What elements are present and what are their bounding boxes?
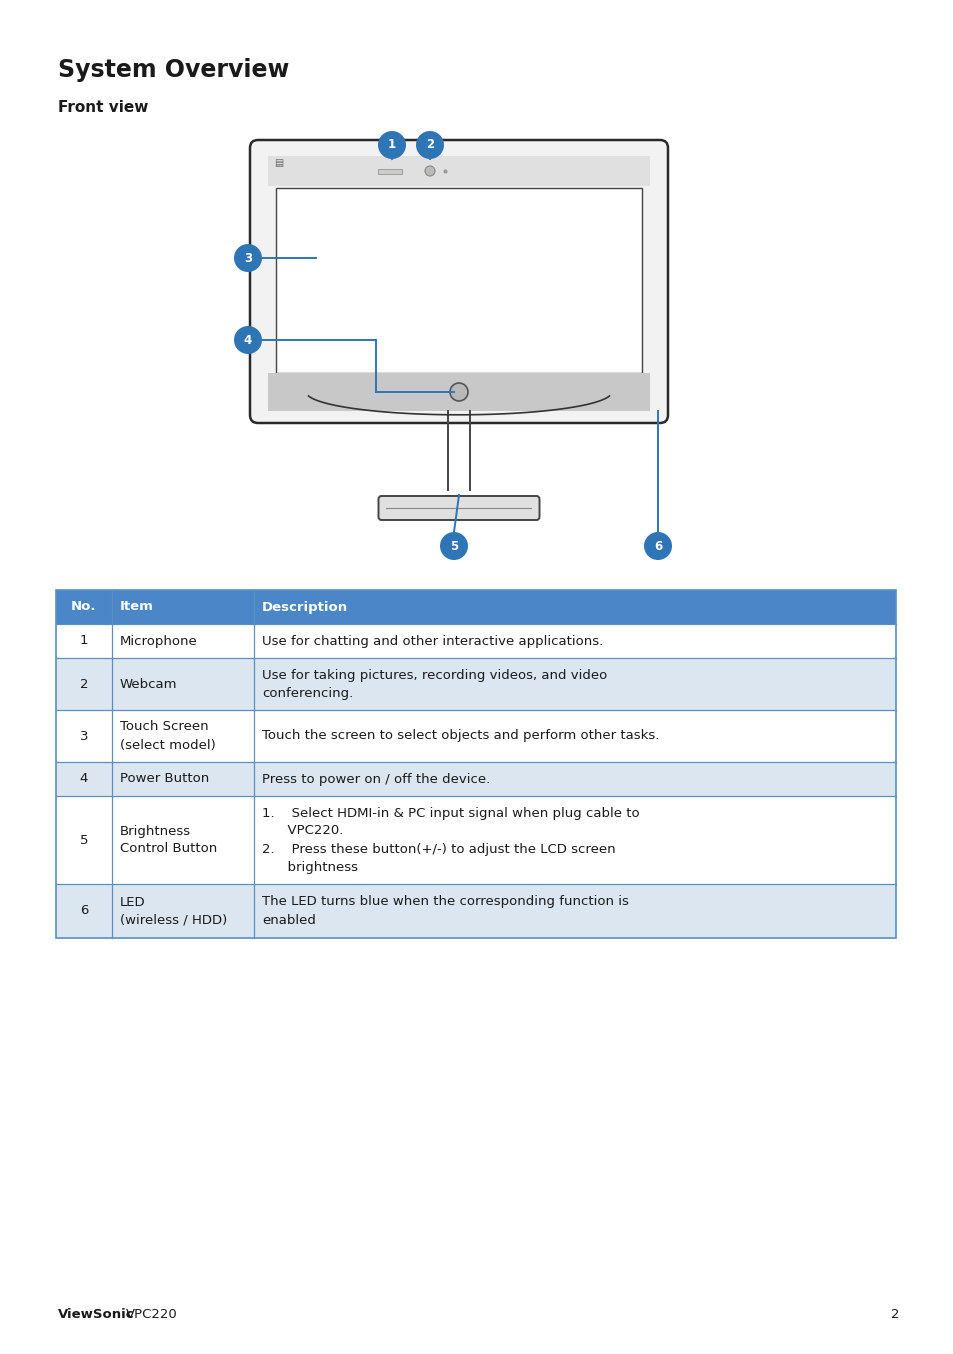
Text: 1: 1 bbox=[388, 138, 395, 152]
Text: Use for taking pictures, recording videos, and video
conferencing.: Use for taking pictures, recording video… bbox=[262, 669, 607, 700]
Circle shape bbox=[643, 532, 671, 561]
Bar bbox=[268, 372, 649, 412]
Text: 1: 1 bbox=[80, 635, 89, 647]
Text: Brightness
Control Button: Brightness Control Button bbox=[120, 825, 217, 856]
Text: Microphone: Microphone bbox=[120, 635, 197, 647]
Bar bbox=[56, 762, 895, 796]
Circle shape bbox=[416, 131, 443, 158]
Circle shape bbox=[424, 167, 435, 176]
Text: Webcam: Webcam bbox=[120, 677, 177, 691]
Circle shape bbox=[377, 131, 406, 158]
Text: 4: 4 bbox=[244, 333, 252, 347]
Bar bbox=[56, 796, 895, 884]
Circle shape bbox=[233, 244, 262, 272]
Text: 2: 2 bbox=[890, 1308, 899, 1320]
Text: VPC220: VPC220 bbox=[126, 1308, 177, 1320]
Text: 5: 5 bbox=[450, 539, 457, 552]
Bar bbox=[56, 709, 895, 762]
Text: Power Button: Power Button bbox=[120, 773, 209, 785]
Text: System Overview: System Overview bbox=[58, 58, 289, 83]
Text: Touch Screen
(select model): Touch Screen (select model) bbox=[120, 720, 215, 751]
Text: LED
(wireless / HDD): LED (wireless / HDD) bbox=[120, 895, 227, 926]
Bar bbox=[377, 169, 401, 175]
Text: 6: 6 bbox=[653, 539, 661, 552]
Circle shape bbox=[233, 326, 262, 353]
Text: Item: Item bbox=[120, 601, 153, 613]
Text: Use for chatting and other interactive applications.: Use for chatting and other interactive a… bbox=[262, 635, 602, 647]
Text: Press to power on / off the device.: Press to power on / off the device. bbox=[262, 773, 490, 785]
Circle shape bbox=[439, 532, 468, 561]
FancyBboxPatch shape bbox=[378, 496, 539, 520]
Text: 1.    Select HDMI-in & PC input signal when plug cable to
      VPC220.
2.    Pr: 1. Select HDMI-in & PC input signal when… bbox=[262, 807, 639, 873]
Text: 2: 2 bbox=[425, 138, 434, 152]
Text: The LED turns blue when the corresponding function is
enabled: The LED turns blue when the correspondin… bbox=[262, 895, 628, 926]
Bar bbox=[268, 156, 649, 185]
Text: No.: No. bbox=[71, 601, 96, 613]
Circle shape bbox=[450, 383, 468, 401]
Text: ViewSonic: ViewSonic bbox=[58, 1308, 134, 1320]
Text: 6: 6 bbox=[80, 904, 88, 918]
Text: 3: 3 bbox=[244, 252, 252, 264]
Bar bbox=[56, 884, 895, 938]
FancyBboxPatch shape bbox=[250, 139, 667, 422]
Text: 4: 4 bbox=[80, 773, 88, 785]
Text: Description: Description bbox=[262, 601, 348, 613]
Text: 2: 2 bbox=[80, 677, 89, 691]
Bar bbox=[275, 188, 641, 372]
Bar bbox=[56, 590, 895, 938]
Text: 3: 3 bbox=[80, 730, 89, 742]
Text: 5: 5 bbox=[80, 834, 89, 846]
Text: Touch the screen to select objects and perform other tasks.: Touch the screen to select objects and p… bbox=[262, 730, 659, 742]
Text: ▤: ▤ bbox=[274, 158, 283, 168]
Bar bbox=[56, 624, 895, 658]
Bar bbox=[56, 590, 895, 624]
Text: Front view: Front view bbox=[58, 100, 149, 115]
Bar bbox=[56, 658, 895, 709]
